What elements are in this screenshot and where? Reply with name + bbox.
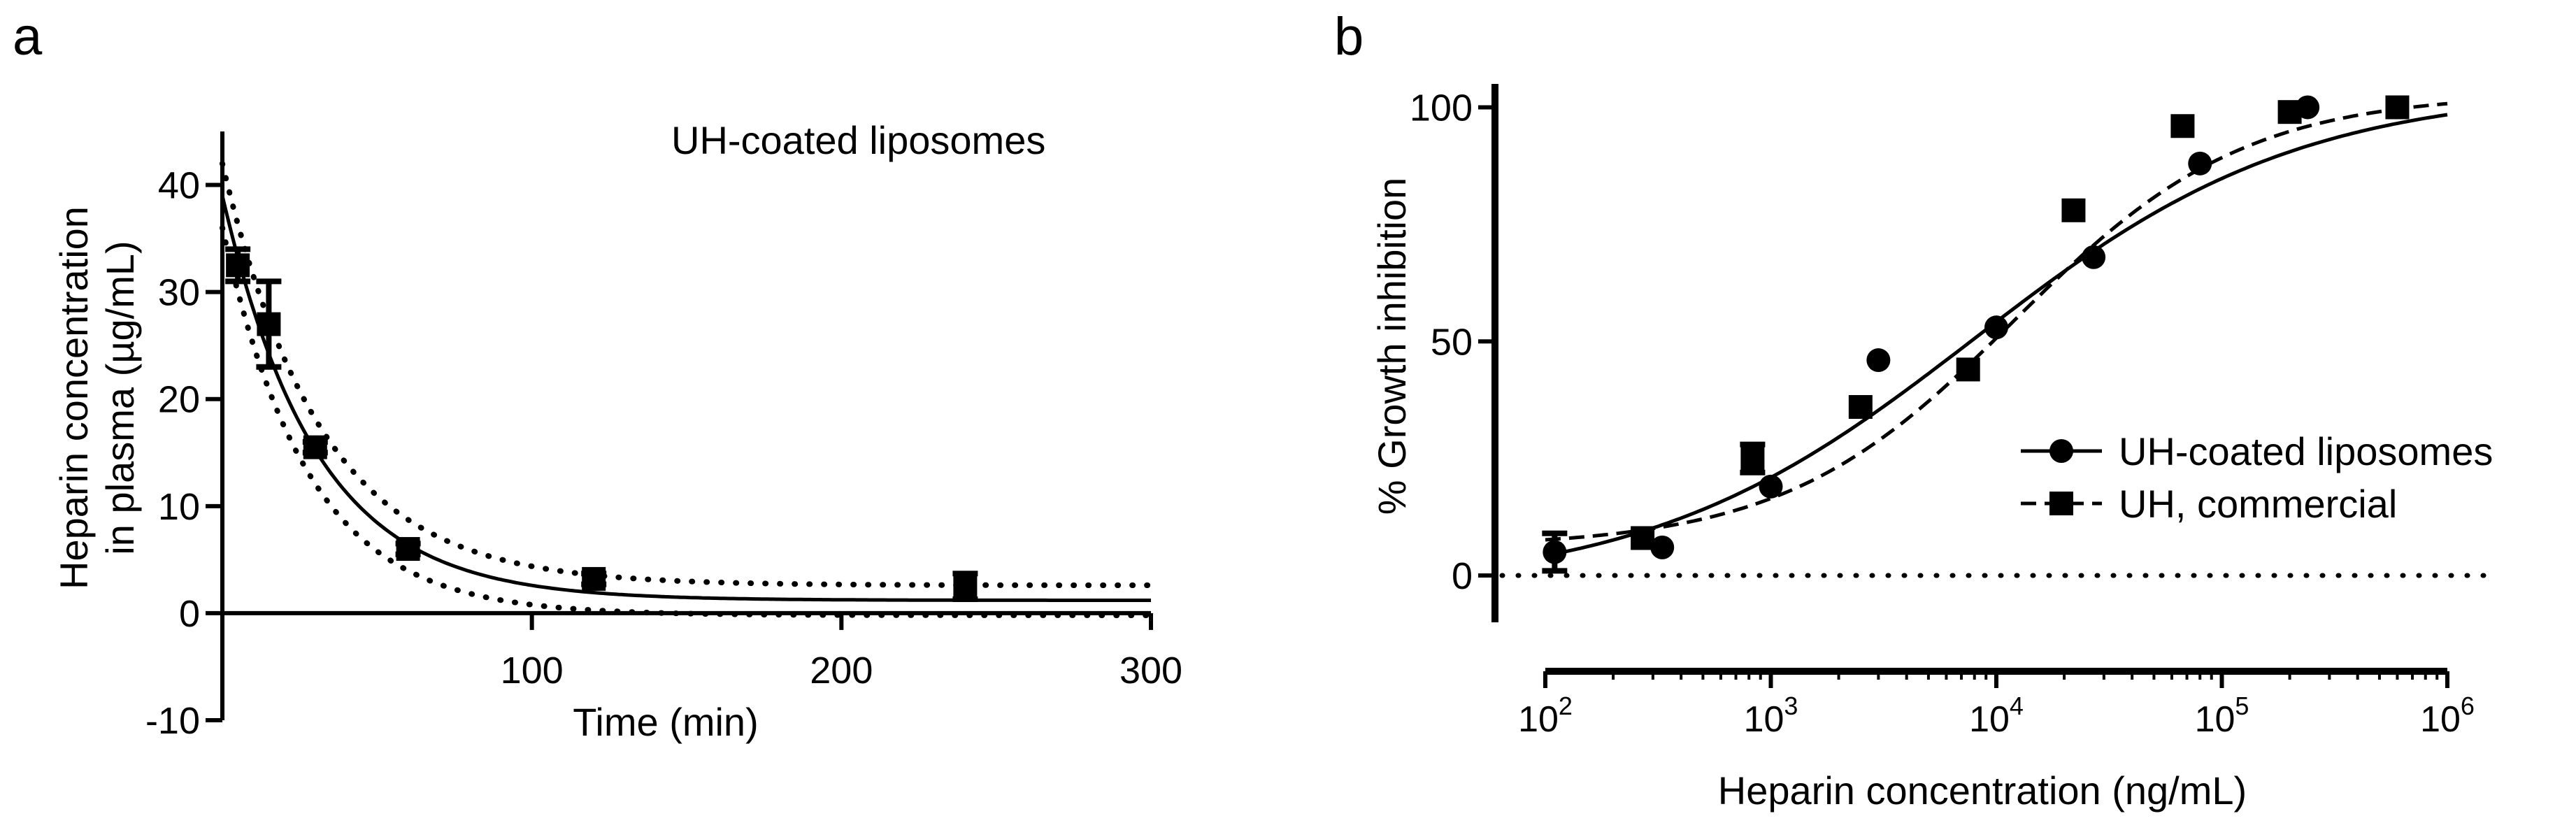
panel-a-data-point: [226, 253, 250, 278]
panel-b-x-tick-base: 10: [1744, 699, 1784, 740]
panel-b-x-tick-base: 10: [2420, 699, 2461, 740]
panel-b-data-point-liposomes: [1759, 474, 1783, 499]
panel-b-data-point-commercial: [2385, 95, 2410, 120]
panel-a-y-tick-label: 0: [179, 593, 200, 635]
panel-b-y-tick-label: 50: [1431, 321, 1473, 363]
panel-a-y-axis-label-line: Heparin concentration: [52, 206, 96, 589]
panel-b-data-point-commercial: [1956, 357, 1980, 382]
panel-a-data-point: [257, 312, 281, 336]
panel-a-chart: -10 0 10 20 30 40 100 200 300 Time (min) Heparin c…: [52, 118, 1182, 744]
panel-b-x-tick-label: 104: [1969, 692, 2024, 740]
panel-b-x-tick-exponent: 4: [2010, 692, 2024, 720]
panel-a-y-tick-label: -10: [145, 700, 200, 742]
panel-a-x-tick-label: 200: [810, 650, 873, 692]
panel-b-data-point-liposomes: [2082, 245, 2106, 269]
panel-a-data-point: [582, 566, 606, 591]
panel-b-data-point-commercial: [2061, 198, 2086, 222]
panel-a-data-point: [303, 435, 327, 459]
panel-b-x-tick-label: 102: [1518, 692, 1573, 740]
panel-a-title: UH-coated liposomes: [671, 118, 1045, 162]
panel-b-legend-label: UH-coated liposomes: [2119, 429, 2493, 473]
panel-b-x-tick-exponent: 3: [1784, 692, 1798, 720]
panel-b-data-point-commercial: [1631, 526, 1655, 550]
panel-b-label: b: [1334, 7, 1364, 66]
panel-a-y-tick-label: 20: [158, 379, 200, 421]
panel-a-data-point: [953, 574, 978, 599]
panel-a-fit-curve: [220, 195, 1151, 602]
panel-a-data-point: [396, 537, 420, 561]
panel-a-confidence-band-lower: [220, 224, 1154, 618]
panel-b-legend-label: UH, commercial: [2119, 482, 2397, 526]
panel-b-data-point-commercial: [2170, 114, 2195, 138]
panel-a-x-axis-label: Time (min): [573, 700, 758, 744]
panel-b-data-point-commercial: [2277, 100, 2302, 124]
panel-b-x-tick-base: 10: [1518, 699, 1559, 740]
panel-a-label: a: [13, 7, 43, 66]
panel-b-data-point-liposomes: [1543, 540, 1567, 564]
panel-b-x-tick-base: 10: [2195, 699, 2235, 740]
panel-a-y-tick-label: 30: [158, 272, 200, 314]
panel-b-x-tick-exponent: 5: [2235, 692, 2249, 720]
panel-b-data-point-liposomes: [1866, 348, 1891, 373]
panel-b-data-point-liposomes: [1984, 315, 2008, 340]
panel-b-x-tick-base: 10: [1969, 699, 2010, 740]
panel-a-y-axis-label-line: in plasma (µg/mL): [98, 241, 142, 554]
panel-b-data-point-commercial: [1848, 395, 1873, 419]
panel-b-x-tick-label: 105: [2195, 692, 2249, 740]
panel-b-x-tick-label: 106: [2420, 692, 2475, 740]
panel-b-x-tick-exponent: 6: [2461, 692, 2475, 720]
panel-b-x-tick-exponent: 2: [1559, 692, 1573, 720]
panel-a-y-tick-label: 10: [158, 486, 200, 528]
panel-b-y-axis-label: % Growth inhibition: [1370, 178, 1414, 515]
panel-a-y-tick-label: 40: [158, 165, 200, 207]
panel-b-x-axis-label: Heparin concentration (ng/mL): [1718, 768, 2247, 813]
panel-a-y-axis-label: Heparin concentrationin plasma (µg/mL): [52, 206, 142, 589]
panel-a-x-tick-label: 100: [501, 650, 564, 692]
panel-b-legend-marker: [2049, 492, 2073, 515]
panel-b-data-point-liposomes: [2296, 95, 2320, 120]
panel-b-data-point-liposomes: [1650, 535, 1675, 559]
panel-b-x-tick-label: 103: [1744, 692, 1798, 740]
panel-a-x-tick-label: 300: [1119, 650, 1182, 692]
panel-b-data-point-liposomes: [2188, 151, 2212, 176]
panel-a-confidence-band-upper: [220, 160, 1154, 589]
panel-b-legend-marker: [2049, 439, 2073, 463]
panel-b-y-tick-label: 0: [1452, 555, 1473, 597]
panel-b-data-point-commercial: [1740, 446, 1765, 471]
panel-b-y-tick-label: 100: [1410, 87, 1473, 129]
